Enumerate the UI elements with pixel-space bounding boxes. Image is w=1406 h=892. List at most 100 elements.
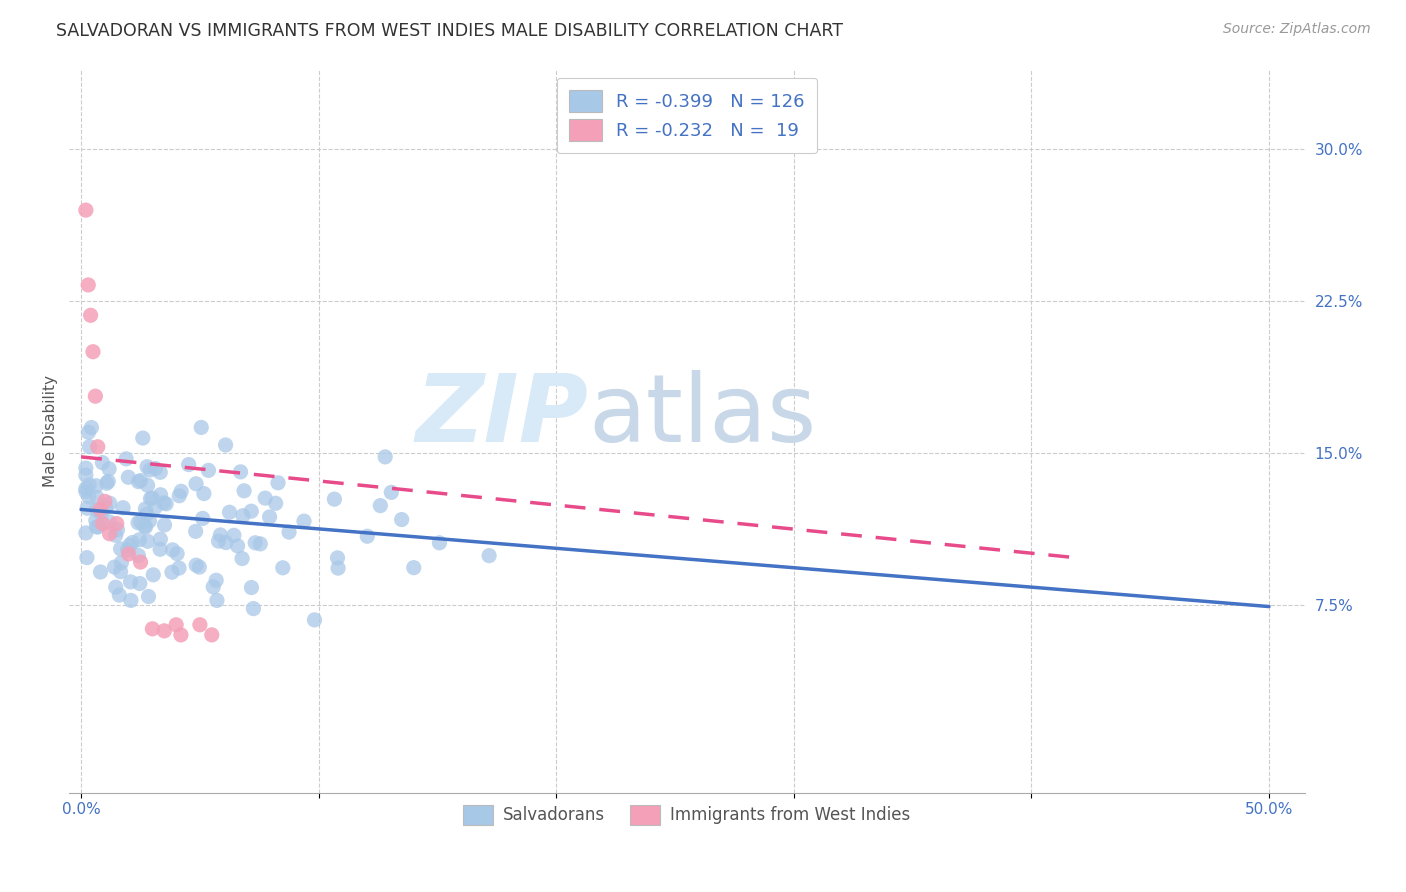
Point — [152, 496, 174, 510]
Point — [75, 203, 97, 218]
Point — [201, 628, 224, 642]
Point — [292, 514, 315, 528]
Point — [167, 561, 190, 575]
Point — [153, 518, 176, 533]
Point — [188, 560, 211, 574]
Point — [218, 505, 240, 519]
Point — [115, 451, 138, 466]
Point — [79, 308, 101, 322]
Point — [135, 507, 157, 521]
Point — [231, 551, 253, 566]
Point — [128, 576, 150, 591]
Point — [127, 516, 149, 530]
Point — [193, 486, 215, 500]
Point — [97, 475, 120, 489]
Point — [141, 491, 163, 505]
Point — [240, 504, 263, 518]
Point — [138, 514, 160, 528]
Point — [75, 482, 97, 496]
Point — [91, 516, 114, 531]
Point — [98, 462, 121, 476]
Point — [129, 474, 152, 488]
Point — [129, 515, 152, 529]
Point — [75, 484, 97, 499]
Point — [98, 496, 121, 510]
Point — [160, 566, 183, 580]
Point — [75, 468, 97, 483]
Point — [162, 542, 184, 557]
Point — [110, 541, 132, 556]
Point — [87, 520, 110, 534]
Point — [209, 528, 232, 542]
Point — [323, 492, 346, 507]
Point — [153, 624, 176, 638]
Point — [86, 491, 108, 505]
Point — [374, 450, 396, 464]
Point — [84, 389, 107, 403]
Point — [304, 613, 326, 627]
Point — [84, 502, 107, 516]
Point — [103, 560, 125, 574]
Text: atlas: atlas — [588, 370, 817, 462]
Point — [117, 547, 139, 561]
Point — [127, 475, 149, 489]
Point — [271, 561, 294, 575]
Point — [117, 470, 139, 484]
Point — [188, 617, 211, 632]
Point — [77, 490, 100, 504]
Point — [89, 502, 111, 516]
Point — [110, 565, 132, 579]
Point — [142, 567, 165, 582]
Point — [136, 534, 159, 549]
Y-axis label: Male Disability: Male Disability — [44, 375, 58, 487]
Point — [80, 420, 103, 434]
Point — [141, 622, 163, 636]
Point — [167, 489, 190, 503]
Point — [107, 523, 129, 537]
Point — [184, 476, 207, 491]
Point — [98, 526, 121, 541]
Point — [149, 542, 172, 557]
Point — [197, 463, 219, 477]
Point — [149, 465, 172, 479]
Point — [245, 536, 267, 550]
Point — [136, 459, 159, 474]
Point — [84, 479, 107, 493]
Text: SALVADORAN VS IMMIGRANTS FROM WEST INDIES MALE DISABILITY CORRELATION CHART: SALVADORAN VS IMMIGRANTS FROM WEST INDIE… — [56, 22, 844, 40]
Point — [127, 549, 149, 563]
Point — [77, 277, 100, 292]
Point — [166, 547, 188, 561]
Point — [165, 617, 187, 632]
Point — [112, 500, 135, 515]
Point — [132, 431, 155, 445]
Point — [84, 513, 107, 527]
Point — [254, 491, 277, 505]
Point — [96, 476, 118, 491]
Point — [129, 555, 152, 569]
Point — [232, 508, 254, 523]
Point — [143, 500, 166, 515]
Point — [145, 461, 167, 475]
Point — [267, 475, 290, 490]
Point — [259, 510, 281, 524]
Point — [149, 532, 172, 546]
Point — [214, 438, 236, 452]
Point — [278, 525, 301, 540]
Point — [89, 565, 111, 579]
Point — [90, 506, 112, 520]
Point — [110, 556, 132, 570]
Point — [202, 580, 225, 594]
Point — [104, 580, 127, 594]
Point — [87, 440, 110, 454]
Text: ZIP: ZIP — [415, 370, 588, 462]
Point — [222, 528, 245, 542]
Point — [139, 463, 162, 477]
Point — [149, 488, 172, 502]
Point — [98, 515, 121, 529]
Point — [75, 461, 97, 475]
Point — [91, 456, 114, 470]
Point — [177, 458, 200, 472]
Point — [326, 550, 349, 565]
Point — [191, 511, 214, 525]
Point — [108, 588, 131, 602]
